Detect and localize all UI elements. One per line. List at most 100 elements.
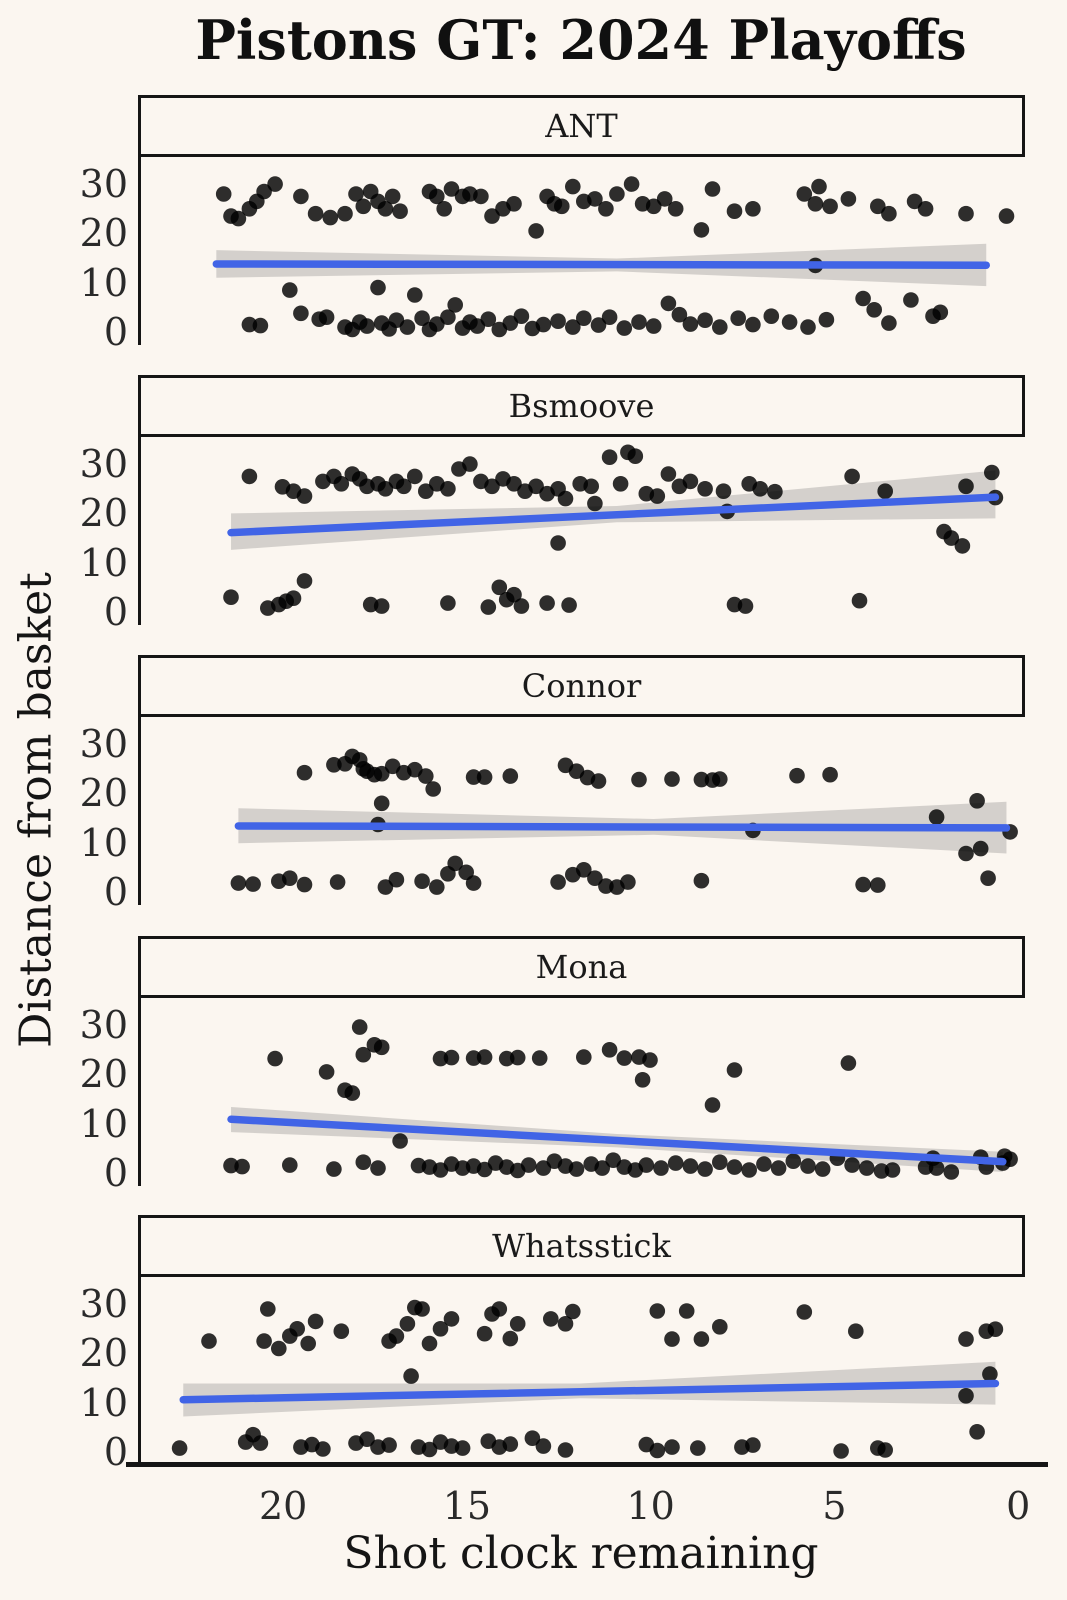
data-point <box>377 481 394 497</box>
facet-strip-ant: ANT <box>138 95 1025 157</box>
data-point <box>348 186 364 202</box>
data-point <box>388 871 405 888</box>
data-point <box>550 313 566 329</box>
data-point <box>770 1160 787 1176</box>
trend-line <box>212 260 990 269</box>
data-point <box>631 771 647 788</box>
data-point <box>851 592 868 609</box>
data-point <box>506 586 522 603</box>
data-point <box>465 769 482 785</box>
data-point <box>954 538 971 554</box>
facet-panel-whatsstick <box>138 1277 1025 1465</box>
data-point <box>256 183 272 200</box>
data-point <box>616 1050 633 1066</box>
data-point <box>509 1316 526 1332</box>
data-point <box>969 1424 985 1440</box>
data-point <box>230 210 247 227</box>
y-tick-label: 0 <box>103 1430 128 1474</box>
x-tick-label: 15 <box>442 1484 492 1528</box>
data-point <box>373 1039 390 1056</box>
data-point <box>245 876 261 892</box>
data-point <box>381 1437 397 1453</box>
data-point <box>623 176 640 192</box>
facet-panel-bsmoove <box>138 437 1025 625</box>
data-point <box>392 203 408 219</box>
data-point <box>796 186 813 202</box>
facet-strip-label: Bsmoove <box>508 387 655 425</box>
data-point <box>502 1330 519 1347</box>
data-point <box>473 188 489 205</box>
data-point <box>436 201 453 217</box>
data-point <box>531 1050 548 1066</box>
data-point <box>252 1435 269 1451</box>
data-point <box>767 483 783 500</box>
data-point <box>318 1064 335 1080</box>
data-point <box>807 196 824 212</box>
data-point <box>609 186 625 202</box>
data-point <box>252 317 269 334</box>
data-point <box>704 181 721 197</box>
data-point <box>506 196 522 212</box>
data-point <box>432 1321 449 1337</box>
data-point <box>480 311 497 327</box>
data-point <box>958 205 974 222</box>
scatter-plot <box>171 1299 1004 1459</box>
data-point <box>333 1323 350 1339</box>
data-point <box>789 767 805 784</box>
data-point <box>535 316 552 333</box>
data-point <box>403 1368 419 1384</box>
y-tick-label: 10 <box>79 1380 128 1425</box>
data-point <box>557 490 574 507</box>
data-point <box>322 209 339 226</box>
data-point <box>583 478 599 495</box>
facet-strip-connor: Connor <box>138 655 1025 717</box>
data-point <box>848 1323 864 1339</box>
confidence-band <box>231 470 996 550</box>
data-point <box>866 302 882 318</box>
data-point <box>745 201 761 217</box>
data-point <box>502 768 519 784</box>
y-tick-label: 30 <box>79 162 128 207</box>
data-point <box>671 306 688 323</box>
data-point <box>601 1042 618 1058</box>
facet-panel-connor <box>138 717 1025 905</box>
data-point <box>690 1440 706 1456</box>
data-point <box>653 1160 669 1176</box>
data-point <box>660 466 677 482</box>
facet-strip-label: ANT <box>545 107 618 145</box>
data-point <box>318 309 335 325</box>
data-point <box>605 1152 621 1168</box>
data-point <box>697 481 713 497</box>
data-point <box>539 595 555 611</box>
data-point <box>414 1301 430 1317</box>
data-point <box>282 1157 298 1173</box>
data-point <box>693 1331 710 1347</box>
x-tick-label: 0 <box>1006 1484 1031 1528</box>
data-point <box>726 203 743 219</box>
data-point <box>704 1097 721 1113</box>
data-point <box>881 205 897 222</box>
data-point <box>693 771 710 788</box>
facet-strip-label: Mona <box>535 948 628 986</box>
data-point <box>664 771 680 787</box>
data-point <box>502 1436 519 1452</box>
data-point <box>818 311 835 328</box>
data-point <box>307 205 324 222</box>
y-tick-label: 0 <box>103 310 128 354</box>
trend-line <box>179 1379 1000 1404</box>
data-point <box>282 282 298 298</box>
data-point <box>634 1072 651 1088</box>
data-point <box>230 875 247 891</box>
data-point <box>998 208 1015 224</box>
data-point <box>513 308 530 324</box>
data-point <box>260 1301 276 1317</box>
data-point <box>484 478 500 495</box>
data-point <box>649 488 666 504</box>
facet-panel-ant <box>138 157 1025 345</box>
data-point <box>440 595 456 611</box>
data-point <box>421 1441 438 1458</box>
data-point <box>388 1328 405 1344</box>
data-point <box>598 201 614 217</box>
data-point <box>300 1335 316 1352</box>
data-point <box>414 310 430 326</box>
